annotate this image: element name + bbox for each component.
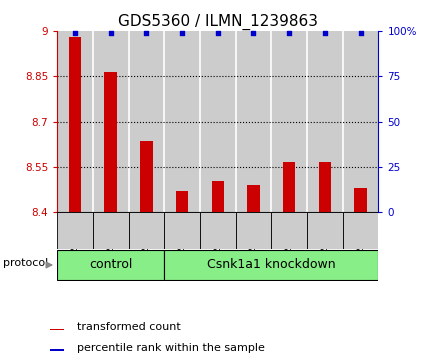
Text: control: control <box>89 258 132 272</box>
Text: Csnk1a1 knockdown: Csnk1a1 knockdown <box>207 258 336 272</box>
Bar <box>57 31 93 212</box>
Bar <box>200 212 236 249</box>
Bar <box>271 31 307 212</box>
Bar <box>93 31 128 212</box>
Bar <box>164 31 200 212</box>
Bar <box>343 31 378 212</box>
Point <box>107 30 114 36</box>
Bar <box>200 31 236 212</box>
Point <box>214 30 221 36</box>
Bar <box>247 185 260 212</box>
Bar <box>176 191 188 212</box>
Bar <box>128 212 164 249</box>
Bar <box>140 141 153 212</box>
Point <box>357 30 364 36</box>
Bar <box>164 212 200 249</box>
Bar <box>69 37 81 212</box>
Text: protocol: protocol <box>3 258 48 268</box>
Bar <box>212 180 224 212</box>
Bar <box>164 250 378 280</box>
Point <box>250 30 257 36</box>
Bar <box>236 212 271 249</box>
Bar <box>283 163 295 212</box>
Bar <box>354 188 367 212</box>
Bar <box>307 212 343 249</box>
Title: GDS5360 / ILMN_1239863: GDS5360 / ILMN_1239863 <box>118 13 318 29</box>
Bar <box>57 212 93 249</box>
Bar <box>50 329 64 330</box>
Text: transformed count: transformed count <box>77 322 181 332</box>
Bar <box>343 212 378 249</box>
Bar <box>104 72 117 212</box>
Bar <box>271 212 307 249</box>
Point <box>321 30 328 36</box>
Bar <box>128 31 164 212</box>
Point <box>286 30 293 36</box>
Bar <box>236 31 271 212</box>
Bar <box>307 31 343 212</box>
Point <box>72 30 79 36</box>
Point <box>143 30 150 36</box>
Bar <box>50 349 64 351</box>
Bar <box>57 250 164 280</box>
Text: percentile rank within the sample: percentile rank within the sample <box>77 343 265 353</box>
Bar <box>93 212 128 249</box>
Bar <box>319 163 331 212</box>
Point <box>179 30 186 36</box>
